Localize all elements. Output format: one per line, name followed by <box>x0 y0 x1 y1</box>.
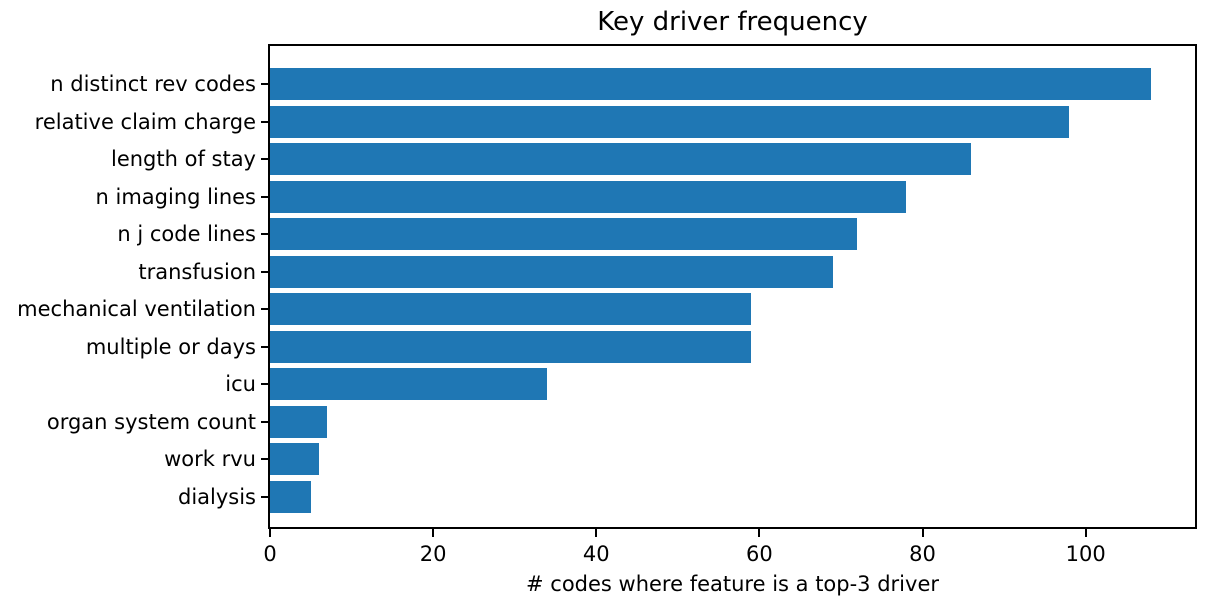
y-tick-label: dialysis <box>177 484 256 509</box>
y-tick-label: n imaging lines <box>95 184 256 209</box>
x-axis-label: # codes where feature is a top-3 driver <box>526 572 939 596</box>
x-tick-label: 60 <box>746 542 773 566</box>
y-tick-mark <box>261 158 268 160</box>
x-tick-mark <box>432 529 435 537</box>
x-tick-label: 20 <box>419 542 447 566</box>
x-tick-mark <box>269 529 271 537</box>
x-tick-label: 40 <box>582 542 610 566</box>
y-tick-label: work rvu <box>164 447 256 471</box>
y-tick-label: multiple or days <box>85 334 256 359</box>
y-tick-label: relative claim charge <box>34 109 256 134</box>
x-tick-label: 0 <box>263 542 277 566</box>
bar-dialysis <box>270 480 311 513</box>
y-tick-mark <box>261 420 268 423</box>
bar-work-rvu <box>270 443 319 475</box>
bar-n-imaging-lines <box>270 180 907 213</box>
y-tick-mark <box>261 120 268 123</box>
y-tick-label: n j code lines <box>117 222 256 246</box>
bar-icu <box>270 368 548 400</box>
y-tick-mark <box>261 270 268 273</box>
x-tick-label: 80 <box>909 542 936 566</box>
x-tick-label: 100 <box>1065 542 1106 566</box>
y-tick-label: organ system count <box>46 409 256 434</box>
y-tick-mark <box>261 195 268 198</box>
x-tick-mark <box>921 529 924 537</box>
bar-n-distinct-rev-codes <box>270 68 1151 100</box>
y-tick-label: length of stay <box>110 147 256 171</box>
plot-area <box>268 44 1197 529</box>
y-tick-label: icu <box>225 372 256 396</box>
x-tick-mark <box>595 529 598 537</box>
y-tick-mark <box>261 495 268 498</box>
y-tick-mark <box>261 83 268 85</box>
x-tick-mark <box>758 529 761 537</box>
chart-title: Key driver frequency <box>597 7 868 37</box>
bar-transfusion <box>270 255 833 288</box>
bar-length-of-stay <box>270 143 972 175</box>
y-tick-label: n distinct rev codes <box>50 72 256 96</box>
bar-organ-system-count <box>270 405 328 438</box>
bar-n-j-code-lines <box>270 218 858 250</box>
y-tick-mark <box>261 308 268 310</box>
bar-multiple-or-days <box>270 330 752 363</box>
y-tick-mark <box>261 345 268 348</box>
bar-relative-claim-charge <box>270 105 1070 138</box>
y-tick-label: transfusion <box>138 259 256 284</box>
y-tick-label: mechanical ventilation <box>17 297 256 321</box>
bar-mechanical-ventilation <box>270 293 752 325</box>
y-tick-mark <box>261 383 268 385</box>
y-tick-mark <box>261 233 268 235</box>
x-tick-mark <box>1084 529 1087 537</box>
y-tick-mark <box>261 458 268 460</box>
